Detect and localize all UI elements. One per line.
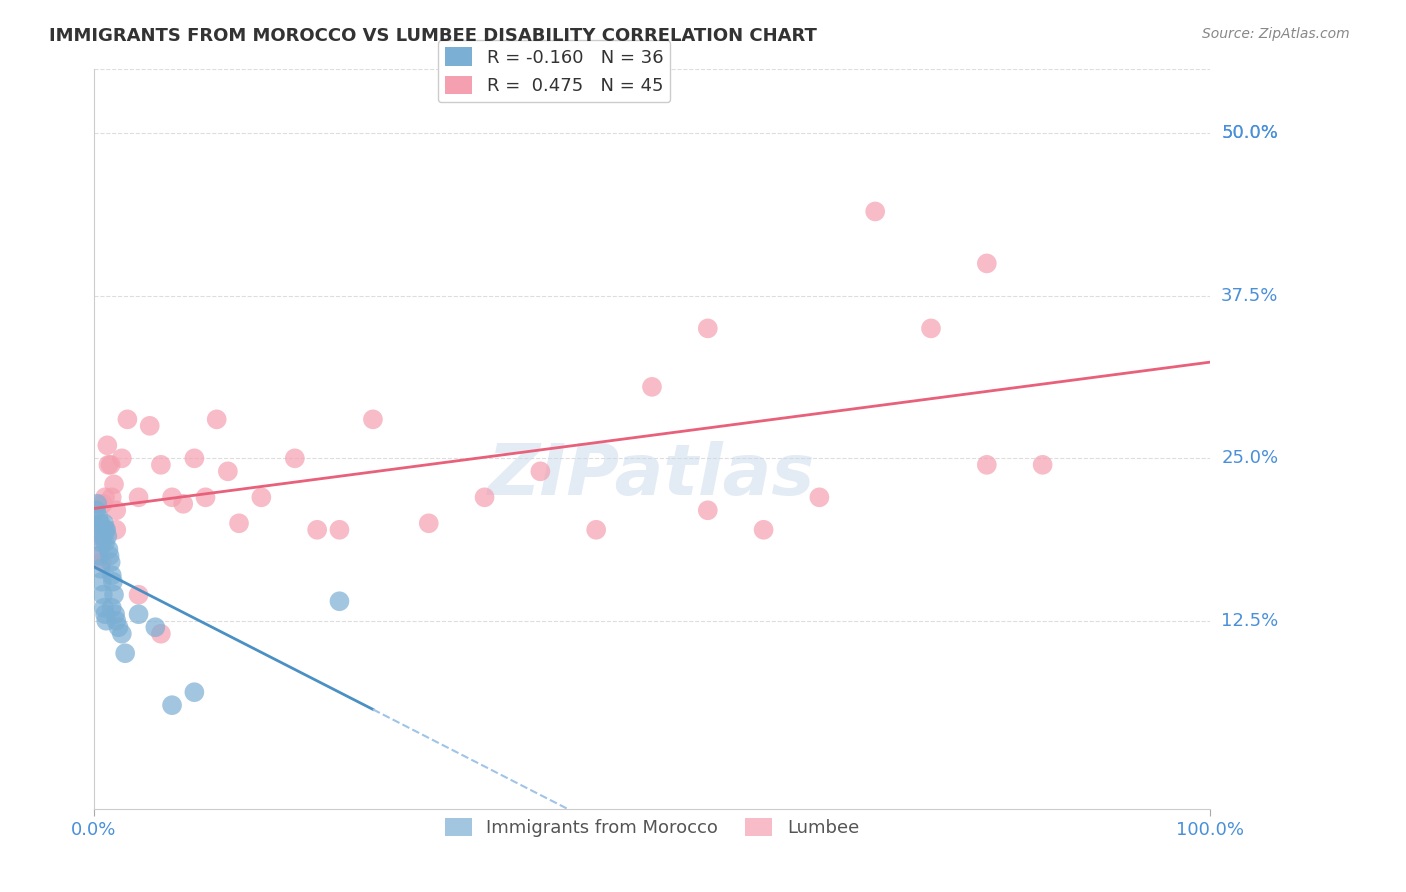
Point — [808, 491, 831, 505]
Point — [90, 535, 112, 549]
Point — [94, 607, 117, 622]
Point — [752, 523, 775, 537]
Point — [183, 451, 205, 466]
Text: 50.0%: 50.0% — [1222, 125, 1278, 143]
Point — [863, 204, 886, 219]
Point — [111, 626, 134, 640]
Legend: Immigrants from Morocco, Lumbee: Immigrants from Morocco, Lumbee — [437, 811, 866, 845]
Point — [93, 600, 115, 615]
Point — [138, 418, 160, 433]
Point — [328, 523, 350, 537]
Point — [103, 477, 125, 491]
Point — [474, 491, 496, 505]
Point — [228, 516, 250, 531]
Point — [91, 497, 114, 511]
Point — [107, 620, 129, 634]
Point — [98, 549, 121, 563]
Text: Source: ZipAtlas.com: Source: ZipAtlas.com — [1202, 27, 1350, 41]
Point — [86, 497, 108, 511]
Point — [585, 523, 607, 537]
Point — [328, 594, 350, 608]
Point — [101, 574, 124, 589]
Point — [89, 529, 111, 543]
Point — [128, 588, 150, 602]
Point — [90, 562, 112, 576]
Point — [696, 503, 718, 517]
Point — [194, 491, 217, 505]
Point — [111, 451, 134, 466]
Point — [84, 503, 107, 517]
Point — [101, 568, 124, 582]
Point — [976, 256, 998, 270]
Point — [361, 412, 384, 426]
Text: 50.0%: 50.0% — [1222, 125, 1278, 143]
Point — [114, 646, 136, 660]
Point — [90, 574, 112, 589]
Point — [128, 491, 150, 505]
Point — [94, 535, 117, 549]
Point — [920, 321, 942, 335]
Point — [105, 614, 128, 628]
Point — [160, 491, 183, 505]
Text: 12.5%: 12.5% — [1222, 612, 1278, 630]
Point — [250, 491, 273, 505]
Point — [284, 451, 307, 466]
Point — [1032, 458, 1054, 472]
Point — [529, 464, 551, 478]
Point — [160, 698, 183, 713]
Text: ZIPatlas: ZIPatlas — [488, 442, 815, 510]
Point — [641, 380, 664, 394]
Point — [105, 503, 128, 517]
Point — [93, 516, 115, 531]
Point — [103, 588, 125, 602]
Point — [87, 509, 110, 524]
Text: IMMIGRANTS FROM MOROCCO VS LUMBEE DISABILITY CORRELATION CHART: IMMIGRANTS FROM MOROCCO VS LUMBEE DISABI… — [49, 27, 817, 45]
Text: 37.5%: 37.5% — [1222, 287, 1278, 305]
Point — [696, 321, 718, 335]
Point — [128, 607, 150, 622]
Point — [101, 491, 124, 505]
Point — [89, 549, 111, 563]
Point — [104, 607, 127, 622]
Point — [90, 516, 112, 531]
Point — [143, 620, 166, 634]
Point — [149, 626, 172, 640]
Point — [183, 685, 205, 699]
Point — [96, 438, 118, 452]
Point — [89, 523, 111, 537]
Point — [94, 523, 117, 537]
Point — [91, 529, 114, 543]
Point — [96, 529, 118, 543]
Point — [96, 523, 118, 537]
Point — [149, 458, 172, 472]
Point — [91, 588, 114, 602]
Point — [105, 523, 128, 537]
Point — [86, 549, 108, 563]
Point — [217, 464, 239, 478]
Point — [100, 458, 122, 472]
Point — [94, 491, 117, 505]
Point — [90, 555, 112, 569]
Point — [100, 555, 122, 569]
Point — [97, 458, 120, 472]
Point — [205, 412, 228, 426]
Point — [976, 458, 998, 472]
Point — [307, 523, 329, 537]
Point — [96, 614, 118, 628]
Point — [418, 516, 440, 531]
Point — [172, 497, 194, 511]
Point — [97, 542, 120, 557]
Text: 25.0%: 25.0% — [1222, 450, 1278, 467]
Point — [117, 412, 139, 426]
Point — [101, 600, 124, 615]
